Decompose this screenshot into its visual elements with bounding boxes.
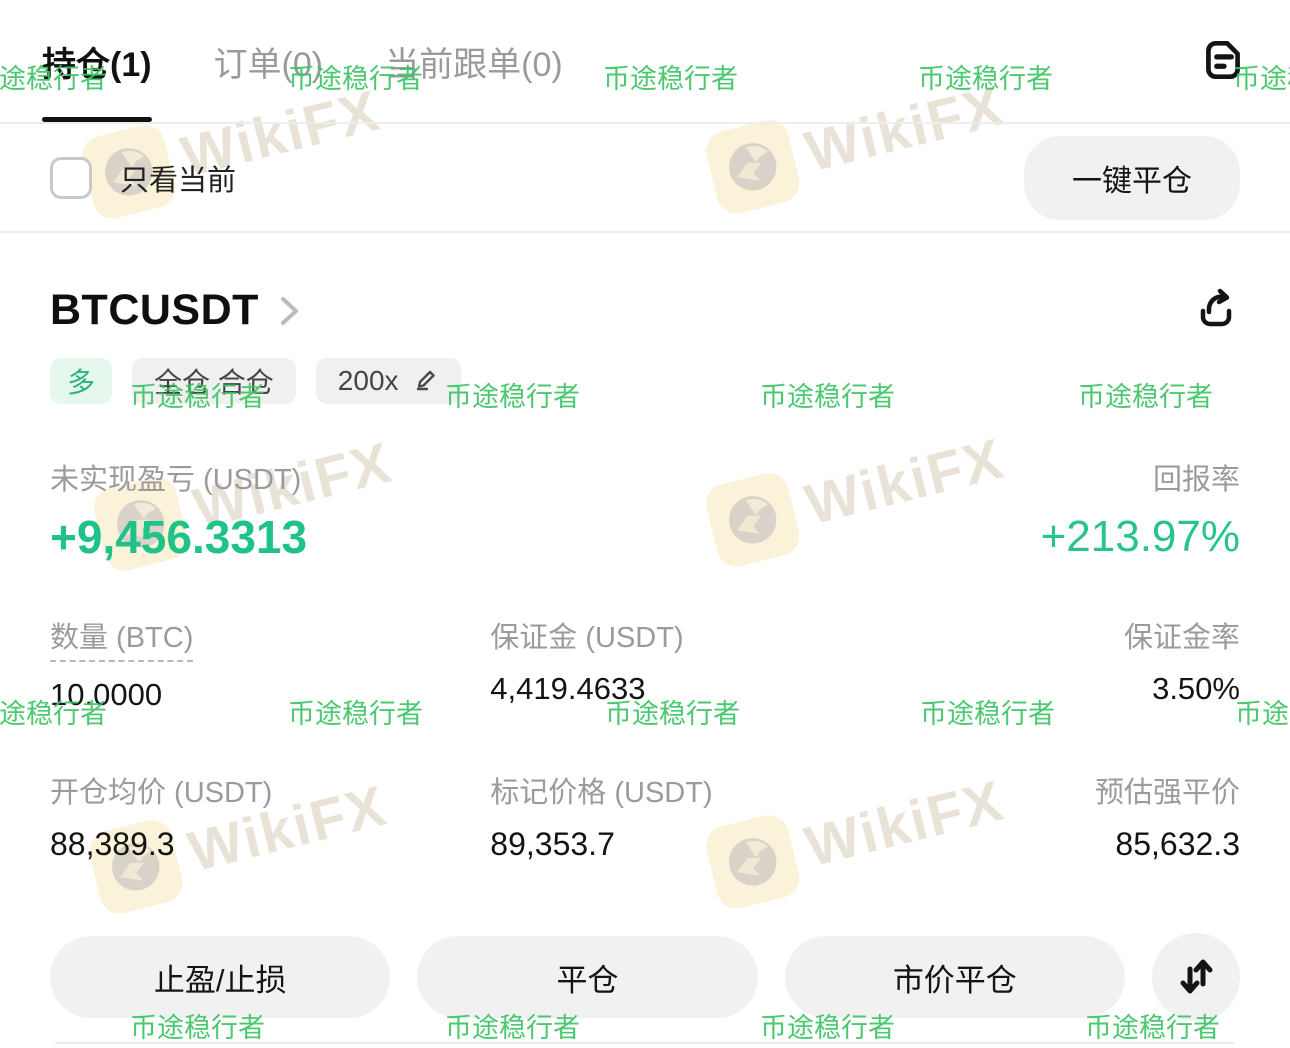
symbol-name[interactable]: BTCUSDT — [50, 286, 259, 334]
divider — [0, 231, 1290, 233]
share-icon — [1192, 285, 1240, 336]
stats-row-1: 数量 (BTC) 10.0000 保证金 (USDT) 4,419.4633 保… — [50, 614, 1240, 713]
quantity-stat: 数量 (BTC) 10.0000 — [50, 614, 490, 713]
only-current-label: 只看当前 — [120, 164, 237, 197]
active-tab-underline — [42, 117, 152, 122]
tab-current-copy-label: 当前跟单(0) — [385, 45, 563, 84]
return-rate-label: 回报率 — [1152, 464, 1240, 496]
reverse-position-button[interactable] — [1151, 933, 1240, 1021]
margin-mode-tag[interactable]: 全仓 合仓 — [132, 358, 296, 404]
position-card: BTCUSDT 多 — [0, 233, 1290, 1021]
tab-orders-label: 订单(0) — [213, 45, 324, 84]
share-position-button[interactable] — [1192, 285, 1240, 336]
unrealized-pnl: 未实现盈亏 (USDT) +9,456.3313 — [50, 456, 307, 564]
mark-price-stat: 标记价格 (USDT) 89,353.7 — [490, 769, 978, 863]
mark-price-value: 89,353.7 — [490, 826, 615, 862]
mark-price-label: 标记价格 (USDT) — [490, 777, 713, 809]
return-rate: 回报率 +213.97% — [1041, 456, 1240, 564]
quantity-value: 10.0000 — [50, 677, 163, 712]
liquidation-price-value: 85,632.3 — [1115, 826, 1240, 862]
margin-label: 保证金 (USDT) — [490, 622, 684, 654]
margin-ratio-stat: 保证金率 3.50% — [978, 614, 1240, 713]
position-tags: 多 全仓 合仓 200x — [50, 358, 1240, 404]
tab-current-copy[interactable]: 当前跟单(0) — [385, 0, 563, 122]
market-close-button[interactable]: 市价平仓 — [784, 936, 1125, 1018]
tp-sl-button[interactable]: 止盈/止损 — [50, 936, 391, 1018]
edit-pencil-icon — [411, 364, 439, 399]
margin-ratio-value: 3.50% — [1152, 671, 1240, 706]
pnl-row: 未实现盈亏 (USDT) +9,456.3313 回报率 +213.97% — [50, 456, 1240, 564]
order-history-button[interactable] — [1198, 35, 1248, 88]
margin-ratio-label: 保证金率 — [1123, 622, 1240, 654]
leverage-value: 200x — [337, 365, 399, 396]
liquidation-price-stat: 预估强平价 85,632.3 — [978, 769, 1240, 863]
unrealized-pnl-value: +9,456.3313 — [50, 511, 308, 563]
tab-positions[interactable]: 持仓(1) — [42, 0, 152, 122]
down-up-arrows-icon — [1173, 953, 1219, 1002]
unrealized-pnl-label: 未实现盈亏 (USDT) — [50, 464, 302, 496]
only-current-checkbox[interactable] — [50, 156, 92, 199]
entry-price-value: 88,389.3 — [50, 826, 175, 862]
tab-bar: 持仓(1) 订单(0) 当前跟单(0) — [0, 0, 1290, 122]
position-actions: 止盈/止损 平仓 市价平仓 — [50, 933, 1240, 1021]
divider — [55, 1042, 1235, 1044]
leverage-tag[interactable]: 200x — [315, 358, 461, 404]
side-long-badge: 多 — [50, 358, 113, 404]
liquidation-price-label: 预估强平价 — [1094, 777, 1240, 809]
divider — [0, 122, 1290, 124]
entry-price-stat: 开仓均价 (USDT) 88,389.3 — [50, 769, 490, 863]
symbol-row: BTCUSDT — [50, 285, 1240, 336]
tab-positions-label: 持仓(1) — [42, 45, 152, 84]
margin-value: 4,419.4633 — [490, 671, 646, 706]
entry-price-label: 开仓均价 (USDT) — [50, 777, 273, 809]
document-lines-icon — [1198, 35, 1248, 88]
close-position-button[interactable]: 平仓 — [417, 936, 758, 1018]
filter-row: 只看当前 一键平仓 — [0, 124, 1290, 231]
chevron-right-icon[interactable] — [277, 291, 303, 331]
margin-stat: 保证金 (USDT) 4,419.4633 — [490, 614, 978, 713]
stats-row-2: 开仓均价 (USDT) 88,389.3 标记价格 (USDT) 89,353.… — [50, 769, 1240, 863]
tab-orders[interactable]: 订单(0) — [214, 0, 324, 122]
close-all-positions-button[interactable]: 一键平仓 — [1024, 135, 1240, 220]
return-rate-value: +213.97% — [1040, 512, 1240, 561]
quantity-label[interactable]: 数量 (BTC) — [50, 614, 194, 662]
